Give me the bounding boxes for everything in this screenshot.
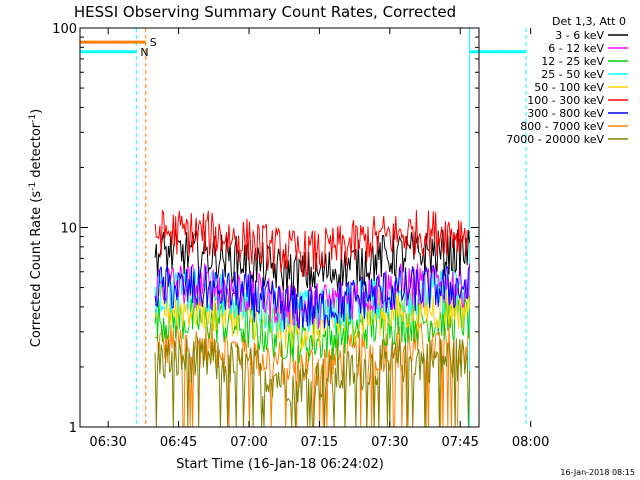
y-axis-label-end: ) — [29, 109, 44, 114]
x-tick-label-0: 06:30 — [89, 435, 126, 450]
axes: 06:30 06:45 07:00 07:15 07:30 07:45 08:00 1 10 10… — [52, 22, 549, 450]
series-line-6 — [154, 264, 471, 330]
legend-entry-8: 7000 - 20000 keV — [506, 133, 604, 146]
series-line-2 — [154, 295, 471, 364]
plot-frame — [79, 27, 480, 428]
flag-label-1: N — [140, 46, 148, 59]
chart-title: HESSI Observing Summary Count Rates, Cor… — [74, 3, 456, 21]
plot-area: SN — [79, 28, 527, 428]
y-axis-label-mid: detector — [29, 122, 44, 182]
legend-entry-2: 12 - 25 keV — [541, 55, 604, 68]
legend-entry-7: 800 - 7000 keV — [520, 120, 604, 133]
y-axis-label: Corrected Count Rate (s-1 detector-1) — [28, 109, 44, 347]
x-tick-label-4: 07:30 — [371, 435, 408, 450]
legend-entry-5: 100 - 300 keV — [527, 94, 604, 107]
series-line-5 — [154, 210, 471, 277]
x-axis-label: Start Time (16-Jan-18 06:24:02) — [176, 457, 384, 472]
x-tick-label-1: 06:45 — [160, 435, 197, 450]
legend-header: Det 1,3, Att 0 — [552, 15, 626, 28]
x-tick-label-5: 07:45 — [441, 435, 478, 450]
legend-entry-6: 300 - 800 keV — [527, 107, 604, 120]
flag-label-0: S — [150, 36, 157, 49]
legend-entry-3: 25 - 50 keV — [541, 68, 604, 81]
legend-entry-1: 6 - 12 keV — [548, 42, 604, 55]
y-tick-label-1: 10 — [60, 222, 77, 237]
series-line-8 — [154, 336, 471, 428]
y-tick-label-2: 100 — [52, 22, 77, 37]
y-tick-label-0: 1 — [69, 421, 77, 436]
legend-entry-4: 50 - 100 keV — [534, 81, 604, 94]
legend-entry-0: 3 - 6 keV — [555, 29, 604, 42]
y-axis-label-sup2: -1 — [28, 114, 38, 123]
y-axis-label-main: Corrected Count Rate (s — [29, 191, 44, 348]
y-axis-label-sup1: -1 — [28, 182, 38, 191]
timestamp: 16-Jan-2018 08:15 — [560, 468, 635, 477]
x-tick-label-2: 07:00 — [230, 435, 267, 450]
x-tick-label-6: 08:00 — [512, 435, 549, 450]
x-tick-label-3: 07:15 — [301, 435, 338, 450]
